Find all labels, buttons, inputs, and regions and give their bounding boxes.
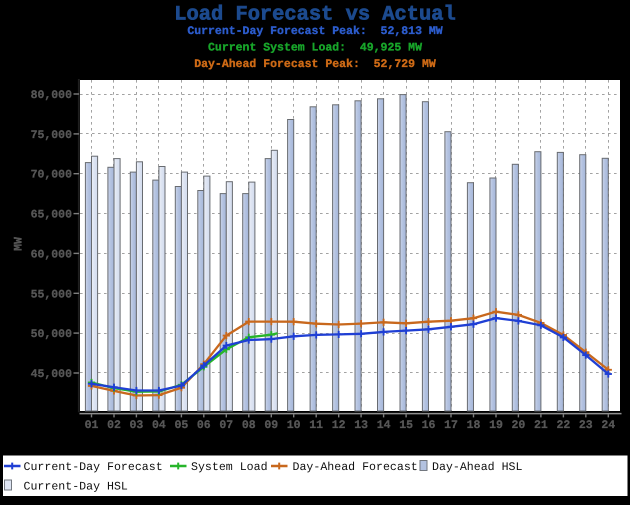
svg-text:07: 07 (219, 419, 233, 432)
svg-text:12: 12 (332, 419, 346, 432)
svg-text:17: 17 (444, 419, 458, 432)
svg-text:50,000: 50,000 (31, 328, 73, 341)
svg-text:04: 04 (152, 419, 166, 432)
svg-text:Load Forecast vs Actual: Load Forecast vs Actual (174, 4, 455, 27)
svg-text:Day-Ahead HSL: Day-Ahead HSL (432, 461, 522, 474)
svg-text:20: 20 (511, 419, 525, 432)
svg-text:Current-Day Forecast Peak: 52: Current-Day Forecast Peak: 52,813 MW (187, 25, 442, 38)
svg-text:75,000: 75,000 (31, 129, 73, 142)
svg-text:22: 22 (556, 419, 570, 432)
svg-text:15: 15 (399, 419, 413, 432)
svg-text:10: 10 (287, 419, 301, 432)
svg-text:55,000: 55,000 (31, 288, 73, 301)
svg-text:MW: MW (13, 237, 26, 251)
svg-text:09: 09 (264, 419, 278, 432)
svg-text:21: 21 (534, 419, 548, 432)
svg-text:24: 24 (601, 419, 615, 432)
svg-text:02: 02 (107, 419, 121, 432)
svg-text:Day-Ahead Forecast: Day-Ahead Forecast (293, 461, 418, 474)
svg-text:11: 11 (309, 419, 323, 432)
svg-text:13: 13 (354, 419, 368, 432)
svg-text:06: 06 (197, 419, 211, 432)
svg-text:05: 05 (174, 419, 188, 432)
svg-text:16: 16 (422, 419, 436, 432)
svg-text:System Load: System Load (191, 461, 268, 474)
svg-text:03: 03 (129, 419, 143, 432)
svg-text:65,000: 65,000 (31, 209, 73, 222)
svg-text:19: 19 (489, 419, 503, 432)
svg-text:Day-Ahead Forecast Peak: 52,7: Day-Ahead Forecast Peak: 52,729 MW (194, 58, 436, 71)
svg-text:14: 14 (377, 419, 391, 432)
svg-text:60,000: 60,000 (31, 248, 73, 261)
svg-text:Current System Load: 49,925 M: Current System Load: 49,925 MW (208, 42, 422, 55)
svg-text:08: 08 (242, 419, 256, 432)
svg-text:23: 23 (579, 419, 593, 432)
svg-text:45,000: 45,000 (31, 368, 73, 381)
svg-text:80,000: 80,000 (31, 89, 73, 102)
svg-text:Current-Day Forecast: Current-Day Forecast (24, 461, 163, 474)
svg-text:70,000: 70,000 (31, 169, 73, 182)
svg-text:01: 01 (85, 419, 99, 432)
svg-text:Current-Day HSL: Current-Day HSL (24, 481, 128, 494)
svg-text:18: 18 (467, 419, 481, 432)
